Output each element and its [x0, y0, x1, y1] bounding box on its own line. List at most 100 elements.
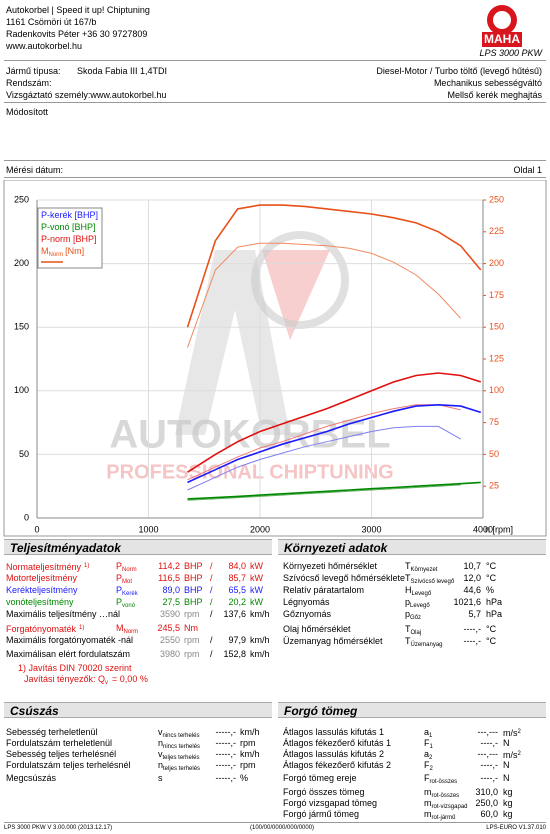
row-unit: rpm	[184, 609, 200, 620]
row-label: Maximális teljesítmény …nál	[6, 609, 120, 620]
symbol: F	[424, 760, 430, 770]
row-value: ----,-	[464, 624, 482, 635]
separator: /	[210, 585, 213, 595]
row-value: -----,-	[216, 738, 236, 749]
separator: /	[210, 561, 213, 571]
divider	[4, 102, 546, 103]
unit: hPa	[486, 609, 503, 619]
vehicle-label: Vizsgáztató személy:www.autokorbel.hu	[6, 90, 167, 100]
row-symbol: nteljes terhelés	[158, 760, 200, 775]
row-value: 3590	[160, 609, 180, 620]
y-tick-label: 100	[14, 385, 29, 395]
symbol: H	[405, 585, 412, 595]
row-value: 27,5	[162, 597, 180, 608]
row-symbol: MNorm	[116, 623, 138, 638]
symbol-sub: Levegő	[411, 591, 432, 597]
row-unit: m/s2	[503, 749, 521, 761]
value: 27,5	[162, 597, 180, 607]
legend-entry: P-vonó [BHP]	[41, 222, 96, 232]
row-label: Sebesség terheletlenül	[6, 727, 98, 738]
symbol-sub: 2	[429, 766, 433, 772]
section-title: Csúszás	[4, 702, 272, 718]
unit: km/h	[250, 635, 270, 645]
row-symbol: vnincs terhelés	[158, 727, 200, 742]
row-symbol: mrot-összes	[424, 787, 459, 802]
value: 97,9	[228, 635, 246, 645]
unit: rpm	[184, 635, 200, 645]
row-unit: BHP	[184, 561, 203, 572]
y2-tick-label: 100	[489, 385, 504, 395]
row-symbol: PKerék	[116, 585, 138, 600]
row-unit: °C	[486, 561, 496, 572]
unit: kW	[250, 573, 263, 583]
unit: km/h	[240, 749, 260, 759]
vehicle-value: Skoda Fabia III 1,4TDI	[77, 66, 168, 76]
symbol: P	[116, 597, 123, 607]
label-text: Maximális teljesítmény …nál	[6, 609, 121, 619]
row-symbol: F2	[424, 760, 433, 775]
row-label: Átlagos lassulás kifutás 2	[283, 749, 384, 760]
value: 85,7	[228, 573, 246, 583]
unit: °C	[486, 561, 497, 571]
legend-entry: P-kerék [BHP]	[41, 210, 98, 220]
row-value: 84,0	[228, 561, 246, 572]
label-text: Átlagos lassulás kifutás 2	[283, 749, 385, 759]
separator: /	[210, 649, 213, 659]
symbol: P	[116, 573, 123, 583]
section-title: Forgó tömeg	[278, 702, 546, 718]
symbol: a	[424, 749, 430, 759]
y-tick-label: 50	[19, 449, 29, 459]
row-symbol: PNorm	[116, 561, 137, 576]
y2-tick-label: 75	[489, 417, 499, 427]
logo-box	[482, 32, 522, 47]
row-symbol: TÜzemanyag	[405, 636, 443, 651]
row-label: Szívócső levegő hőmérséklete	[283, 573, 405, 584]
unit-sup: 2	[517, 729, 521, 735]
symbol-sub: rot-összes	[429, 779, 458, 785]
row-unit: N	[503, 738, 510, 749]
value: 89,0	[162, 585, 180, 595]
symbol-sub: rot-összes	[431, 793, 460, 799]
y2-tick-label: 200	[489, 258, 504, 268]
company-line: Radenkovits Péter +36 30 9727809	[6, 29, 148, 39]
symbol-sub: Szívócső levegő	[410, 579, 455, 585]
unit: N	[503, 738, 510, 748]
symbol-sub: nincs terhelés	[162, 733, 200, 739]
row-unit: kg	[503, 787, 513, 798]
row-label: Forgatónyomaték 1)	[6, 623, 84, 635]
value: ----,-	[463, 636, 482, 646]
value: 310,0	[475, 787, 498, 797]
row-label: Átlagos fékezőerő kifutás 2	[283, 760, 391, 771]
label-text: Olaj hőmérséklet	[283, 624, 351, 634]
row-value: 2550	[160, 635, 180, 646]
label-text: Sebesség terheletlenül	[6, 727, 98, 737]
value: -----,-	[215, 773, 236, 783]
x-tick-label: 0	[34, 524, 39, 534]
symbol: p	[405, 597, 411, 607]
unit: rpm	[184, 649, 200, 659]
symbol-sub: nincs terhelés	[163, 744, 201, 750]
row-label: Gőznyomás	[283, 609, 331, 620]
date-label: Mérési dátum:	[6, 165, 64, 175]
symbol-sub: vonó	[122, 603, 136, 609]
unit: N	[503, 760, 510, 770]
value: 1021,6	[453, 597, 481, 607]
row-value: 3980	[160, 649, 180, 660]
y-tick-label: 250	[14, 194, 29, 204]
x-tick-label: 2000	[250, 524, 270, 534]
y2-tick-label: 225	[489, 226, 504, 236]
footnote-mark: 1)	[84, 563, 90, 569]
footnote-text: = 0,00 %	[112, 674, 148, 684]
value: 3980	[159, 649, 180, 659]
row-symbol: Frot-összes	[424, 773, 457, 788]
row-separator: /	[210, 561, 213, 572]
row-value: 116,5	[158, 573, 180, 584]
row-unit: %	[240, 773, 248, 784]
row-label: Forgó tömeg ereje	[283, 773, 357, 784]
vehicle-info: Diesel-Motor / Turbo töltő (levegő hűtés…	[376, 66, 542, 76]
row-label: Átlagos fékezőerő kifutás 1	[283, 738, 391, 749]
divider	[4, 160, 546, 161]
label-text: Motorteljesítmény	[6, 573, 78, 583]
unit: BHP	[184, 597, 203, 607]
y-tick-label: 150	[14, 322, 29, 332]
